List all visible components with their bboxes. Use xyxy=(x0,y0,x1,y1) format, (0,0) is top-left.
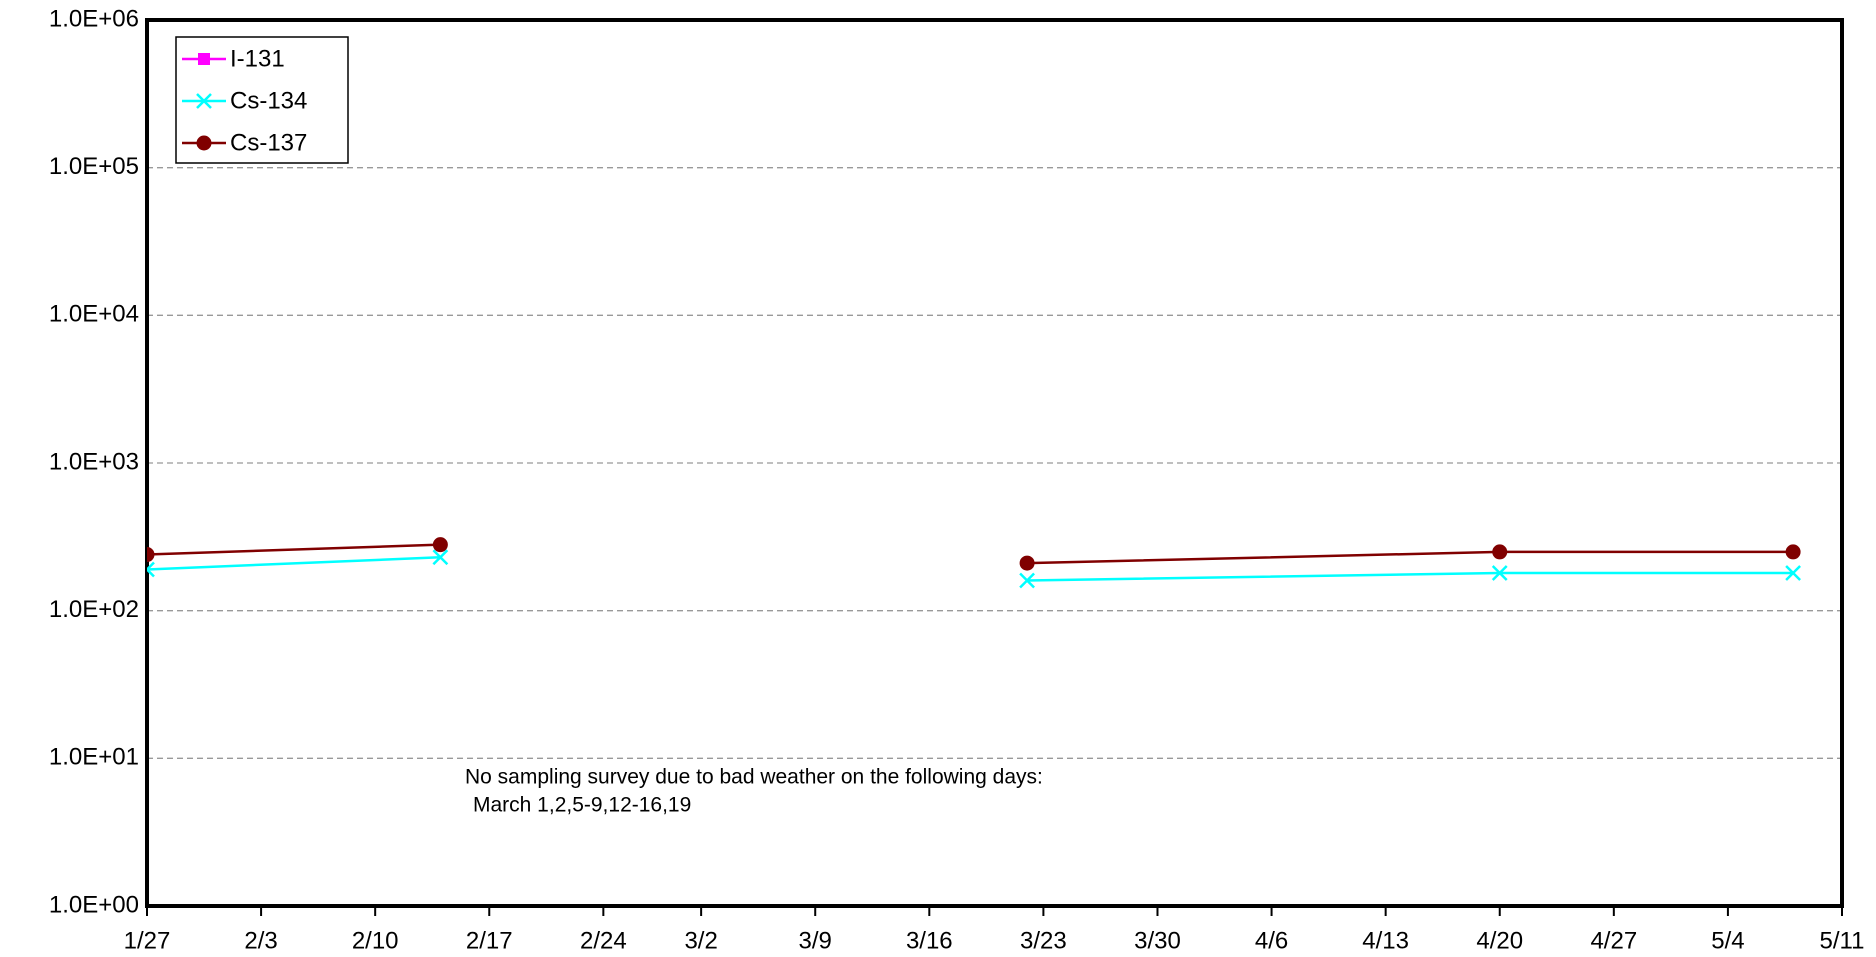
marker xyxy=(1785,544,1801,560)
legend-marker xyxy=(196,93,212,109)
annotation: March 1,2,5-9,12-16,19 xyxy=(473,794,691,817)
plot-area xyxy=(147,537,1801,589)
legend-marker xyxy=(198,53,210,65)
x-tick-label: 5/11 xyxy=(1820,927,1865,954)
y-tick-label: 1.0E+06 xyxy=(49,5,139,32)
x-tick-label: 4/6 xyxy=(1255,927,1288,954)
x-tick-label: 2/3 xyxy=(244,927,277,954)
legend-label: I-131 xyxy=(230,45,285,72)
y-tick-label: 1.0E+02 xyxy=(49,596,139,623)
x-tick-label: 3/23 xyxy=(1020,927,1067,954)
x-tick-label: 3/2 xyxy=(684,927,717,954)
marker xyxy=(1019,555,1035,571)
series-line xyxy=(1027,550,1794,565)
y-tick-label: 1.0E+00 xyxy=(49,891,139,918)
x-tick-label: 2/10 xyxy=(352,927,399,954)
marker xyxy=(1492,544,1508,560)
x-tick-label: 4/20 xyxy=(1476,927,1523,954)
annotation: No sampling survey due to bad weather on… xyxy=(465,766,1043,789)
marker xyxy=(1785,565,1801,581)
marker xyxy=(1019,572,1035,589)
marker xyxy=(147,547,155,563)
plot-frame xyxy=(145,18,1844,908)
x-tick-label: 2/24 xyxy=(580,927,627,954)
x-tick-label: 1/27 xyxy=(124,927,171,954)
y-tick-label: 1.0E+03 xyxy=(49,448,139,475)
legend-label: Cs-134 xyxy=(230,87,307,114)
y-tick-label: 1.0E+05 xyxy=(49,153,139,180)
x-tick-label: 3/16 xyxy=(906,927,953,954)
x-tick-label: 2/17 xyxy=(466,927,513,954)
x-tick-label: 4/27 xyxy=(1590,927,1637,954)
x-tick-label: 4/13 xyxy=(1362,927,1409,954)
series-line xyxy=(147,556,441,571)
marker xyxy=(1491,565,1508,581)
y-tick-label: 1.0E+04 xyxy=(49,301,139,328)
series-line xyxy=(1027,571,1794,582)
marker xyxy=(432,549,449,566)
legend-label: Cs-137 xyxy=(230,129,307,156)
x-tick-label: 3/9 xyxy=(799,927,832,954)
marker xyxy=(432,537,448,553)
marker xyxy=(147,561,155,578)
series-line xyxy=(147,543,441,556)
legend-marker xyxy=(196,135,212,151)
x-tick-label: 5/4 xyxy=(1711,927,1744,954)
y-tick-label: 1.0E+01 xyxy=(49,744,139,771)
x-tick-label: 3/30 xyxy=(1134,927,1181,954)
